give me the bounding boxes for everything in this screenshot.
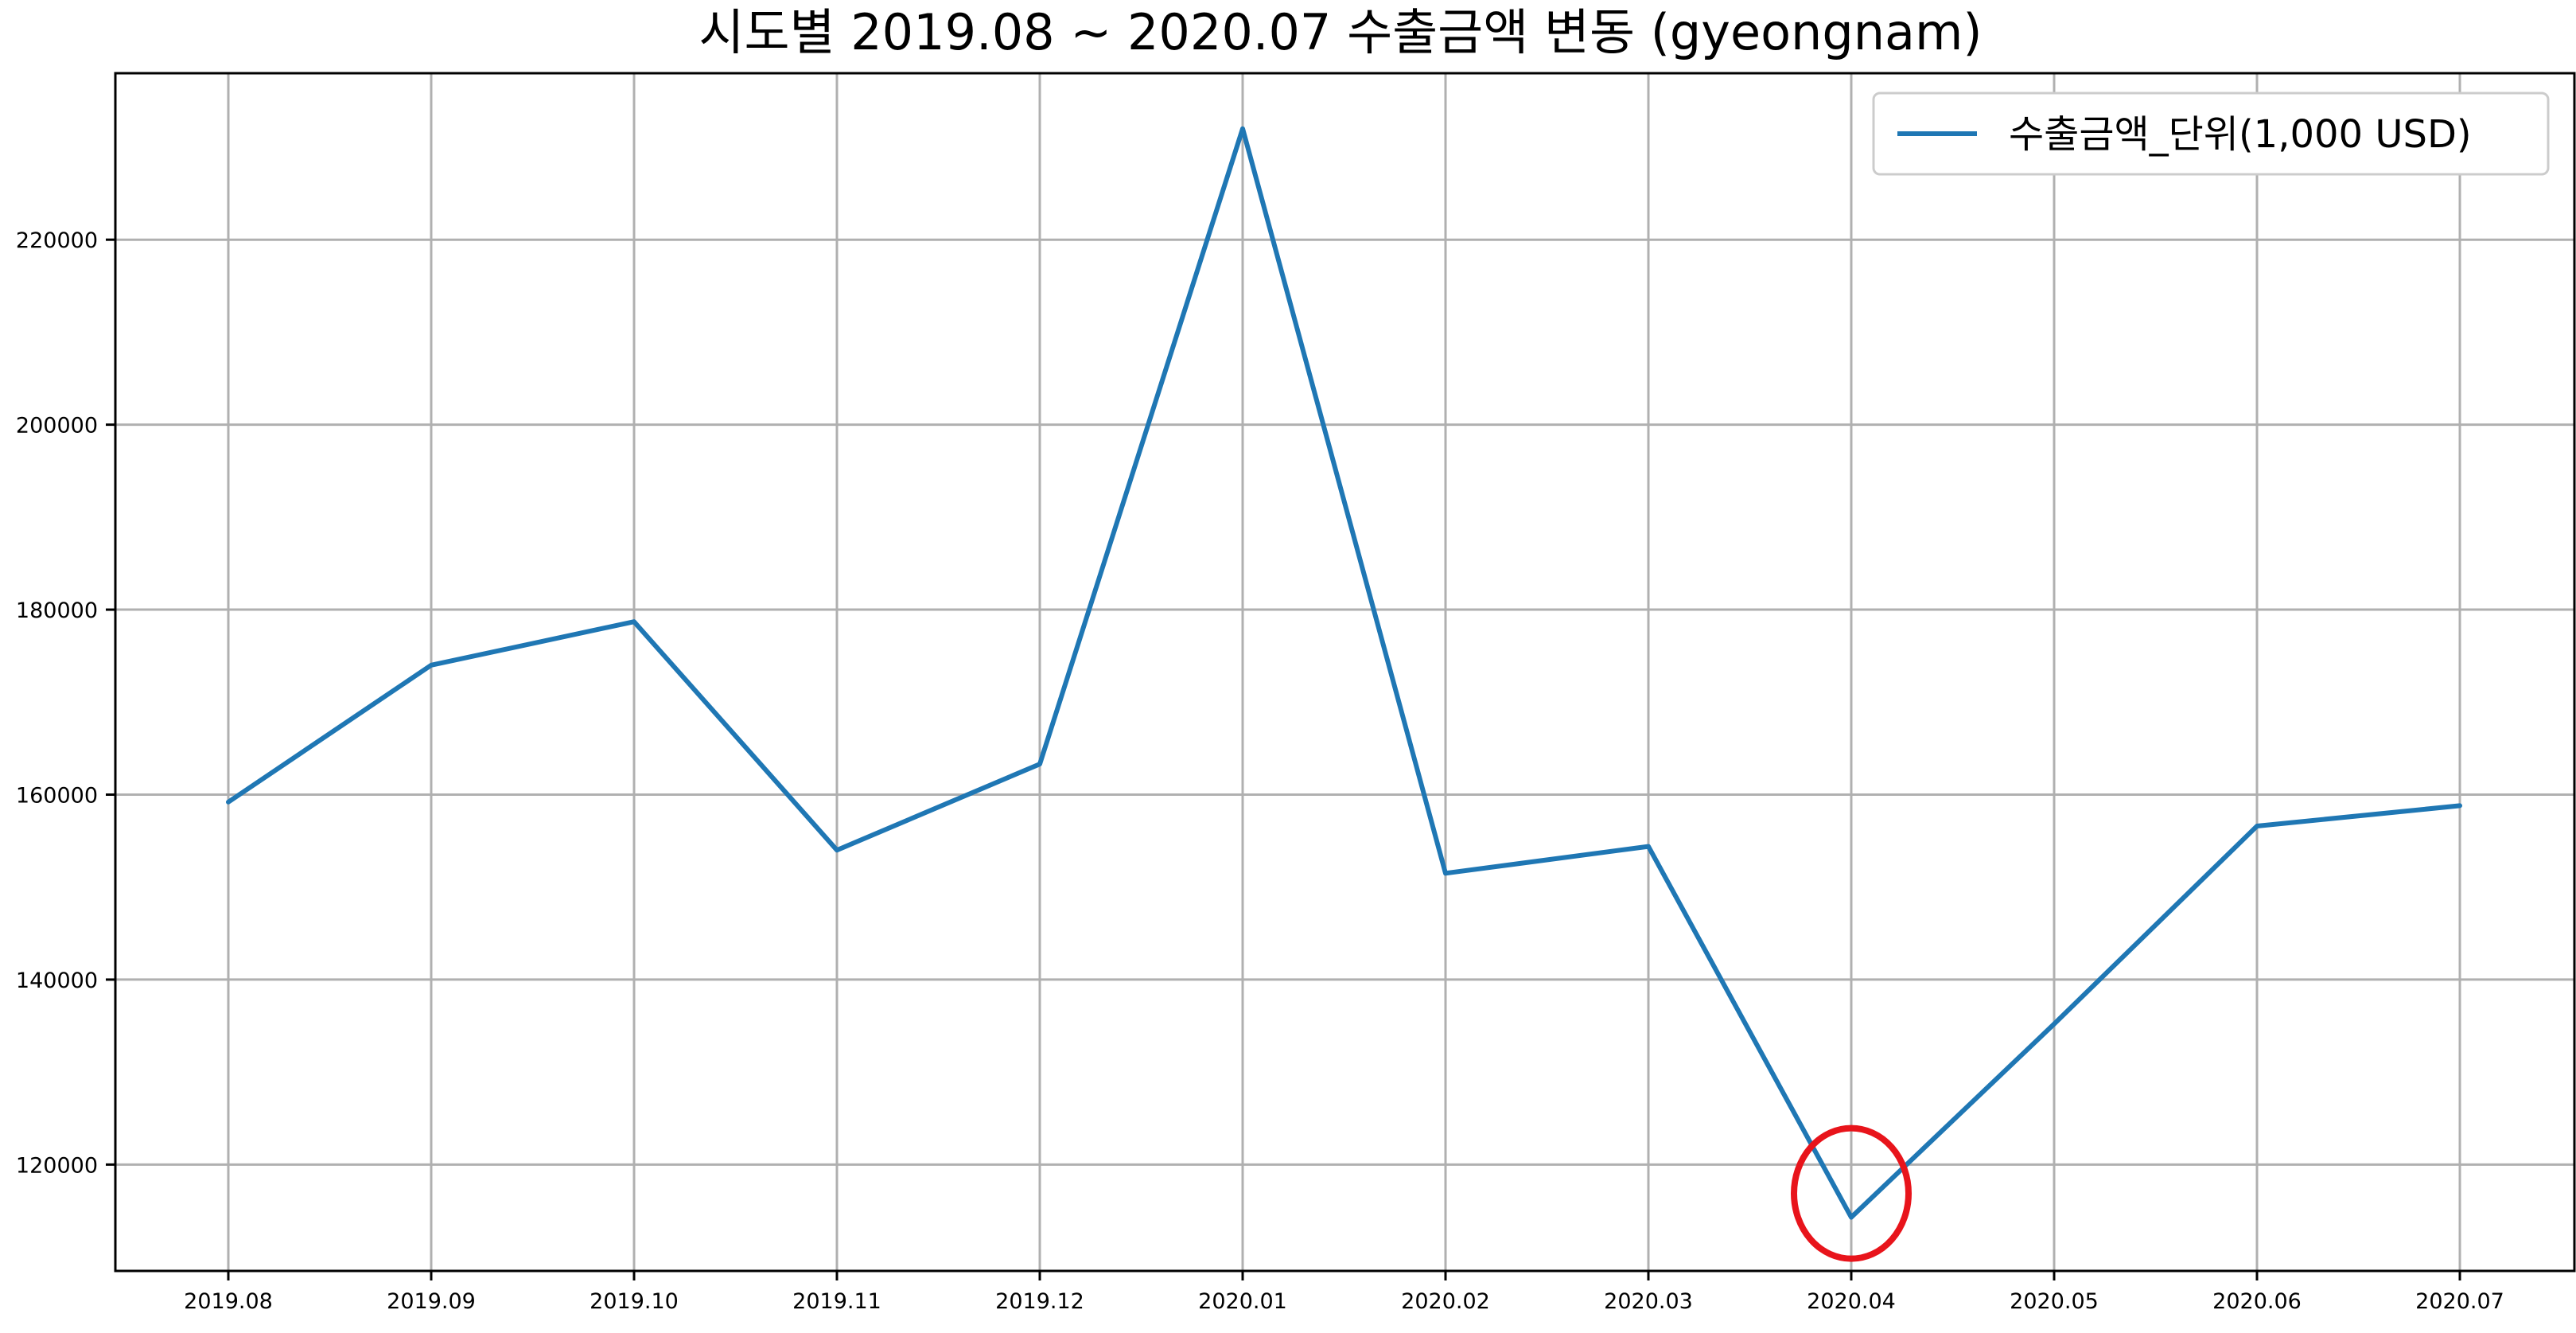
x-tick-label: 2019.08 [184,1289,273,1314]
series-layer [228,129,2460,1218]
x-tick-label: 2020.04 [1807,1289,1896,1314]
x-tick-label: 2019.09 [387,1289,476,1314]
x-tick-label: 2020.06 [2212,1289,2302,1314]
y-tick-label: 180000 [16,598,98,623]
x-tick-label: 2019.12 [995,1289,1084,1314]
y-tick-label: 140000 [16,969,98,993]
legend: 수출금액_단위(1,000 USD) [1874,93,2548,174]
grid [115,73,2574,1271]
y-tick-label: 220000 [16,228,98,253]
x-tick-label: 2019.11 [792,1289,881,1314]
y-tick-label: 200000 [16,414,98,438]
y-tick-label: 120000 [16,1153,98,1178]
legend-label: 수출금액_단위(1,000 USD) [2009,112,2472,157]
plot-frame [115,73,2574,1271]
x-tick-label: 2020.01 [1198,1289,1287,1314]
series-line [228,129,2460,1218]
y-tick-label: 160000 [16,783,98,808]
x-tick-label: 2020.05 [2010,1289,2099,1314]
x-tick-label: 2020.03 [1604,1289,1693,1314]
axes: 2019.08 2019.09 2019.10 2019.11 2019.12 2020.… [16,228,2504,1314]
x-tick-label: 2020.07 [2415,1289,2504,1314]
x-tick-label: 2020.02 [1401,1289,1490,1314]
chart-title: 시도별 2019.08 ~ 2020.07 수출금액 변동 (gyeongnam… [698,3,1982,61]
x-tick-label: 2019.10 [590,1289,679,1314]
